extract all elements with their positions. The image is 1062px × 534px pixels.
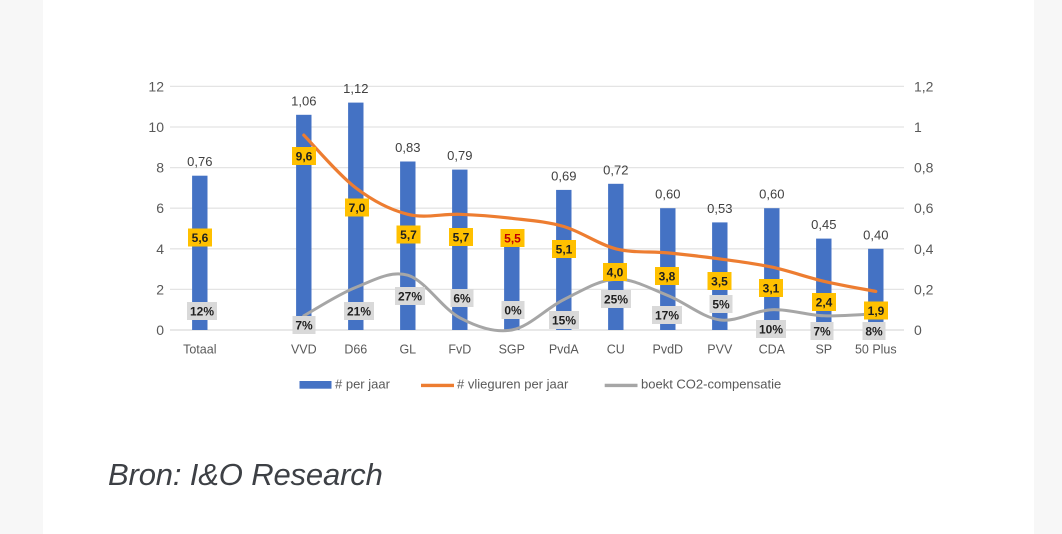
svg-text:2,4: 2,4 <box>816 296 833 310</box>
svg-text:10%: 10% <box>759 323 783 337</box>
svg-text:VVD: VVD <box>291 343 317 357</box>
svg-text:3,1: 3,1 <box>763 282 780 296</box>
svg-text:PvdD: PvdD <box>653 343 684 357</box>
svg-text:SGP: SGP <box>499 343 525 357</box>
svg-text:GL: GL <box>399 343 416 357</box>
svg-text:1,9: 1,9 <box>868 304 885 318</box>
svg-text:PVV: PVV <box>707 343 733 357</box>
svg-text:3,5: 3,5 <box>711 275 728 289</box>
svg-text:0,76: 0,76 <box>187 154 212 169</box>
svg-text:27%: 27% <box>398 290 422 304</box>
svg-text:12: 12 <box>148 78 164 94</box>
svg-text:8: 8 <box>156 160 164 176</box>
svg-text:0,79: 0,79 <box>447 148 472 163</box>
svg-text:0,6: 0,6 <box>914 200 934 216</box>
svg-text:Bron: I&O Research: Bron: I&O Research <box>108 457 383 492</box>
svg-text:10: 10 <box>148 119 164 135</box>
svg-text:0,40: 0,40 <box>863 227 888 242</box>
svg-text:0: 0 <box>156 322 164 338</box>
svg-text:0: 0 <box>914 322 922 338</box>
svg-text:5,1: 5,1 <box>556 243 573 257</box>
svg-text:9,6: 9,6 <box>296 150 313 164</box>
svg-text:CU: CU <box>607 343 625 357</box>
svg-text:2: 2 <box>156 281 164 297</box>
svg-text:6%: 6% <box>453 292 471 306</box>
svg-text:1,12: 1,12 <box>343 81 368 96</box>
svg-text:3,8: 3,8 <box>659 270 676 284</box>
svg-text:21%: 21% <box>347 305 371 319</box>
svg-text:D66: D66 <box>344 343 367 357</box>
svg-text:0,45: 0,45 <box>811 217 836 232</box>
svg-text:SP: SP <box>815 343 832 357</box>
svg-text:0,4: 0,4 <box>914 241 934 257</box>
svg-text:50 Plus: 50 Plus <box>855 343 897 357</box>
svg-text:0,83: 0,83 <box>395 140 420 155</box>
svg-text:4,0: 4,0 <box>607 266 624 280</box>
svg-text:Totaal: Totaal <box>183 343 216 357</box>
svg-text:5,6: 5,6 <box>192 231 209 245</box>
svg-text:5%: 5% <box>712 298 730 312</box>
svg-text:8%: 8% <box>865 325 883 339</box>
svg-text:boekt CO2-compensatie: boekt CO2-compensatie <box>641 377 781 392</box>
svg-text:0,60: 0,60 <box>655 187 680 202</box>
svg-text:7%: 7% <box>813 325 831 339</box>
svg-text:4: 4 <box>156 241 164 257</box>
svg-text:0,69: 0,69 <box>551 168 576 183</box>
svg-text:17%: 17% <box>655 309 679 323</box>
svg-text:FvD: FvD <box>448 343 471 357</box>
svg-text:PvdA: PvdA <box>549 343 580 357</box>
svg-text:6: 6 <box>156 200 164 216</box>
svg-text:7,0: 7,0 <box>349 201 366 215</box>
svg-text:0,2: 0,2 <box>914 281 934 297</box>
svg-text:15%: 15% <box>552 314 576 328</box>
svg-text:12%: 12% <box>190 305 214 319</box>
svg-text:1,06: 1,06 <box>291 93 316 108</box>
svg-text:1: 1 <box>914 119 922 135</box>
svg-text:0,53: 0,53 <box>707 201 732 216</box>
svg-text:1,2: 1,2 <box>914 78 934 94</box>
svg-text:0,60: 0,60 <box>759 187 784 202</box>
svg-text:5,5: 5,5 <box>504 232 521 246</box>
svg-text:CDA: CDA <box>759 343 786 357</box>
svg-text:7%: 7% <box>295 319 313 333</box>
svg-text:0,8: 0,8 <box>914 160 934 176</box>
svg-text:5,7: 5,7 <box>400 228 417 242</box>
svg-text:# vlieguren per jaar: # vlieguren per jaar <box>457 377 569 392</box>
svg-text:# per jaar: # per jaar <box>335 377 391 392</box>
svg-text:0%: 0% <box>504 304 522 318</box>
svg-text:25%: 25% <box>604 293 628 307</box>
svg-text:5,7: 5,7 <box>453 231 470 245</box>
svg-text:0,72: 0,72 <box>603 162 628 177</box>
